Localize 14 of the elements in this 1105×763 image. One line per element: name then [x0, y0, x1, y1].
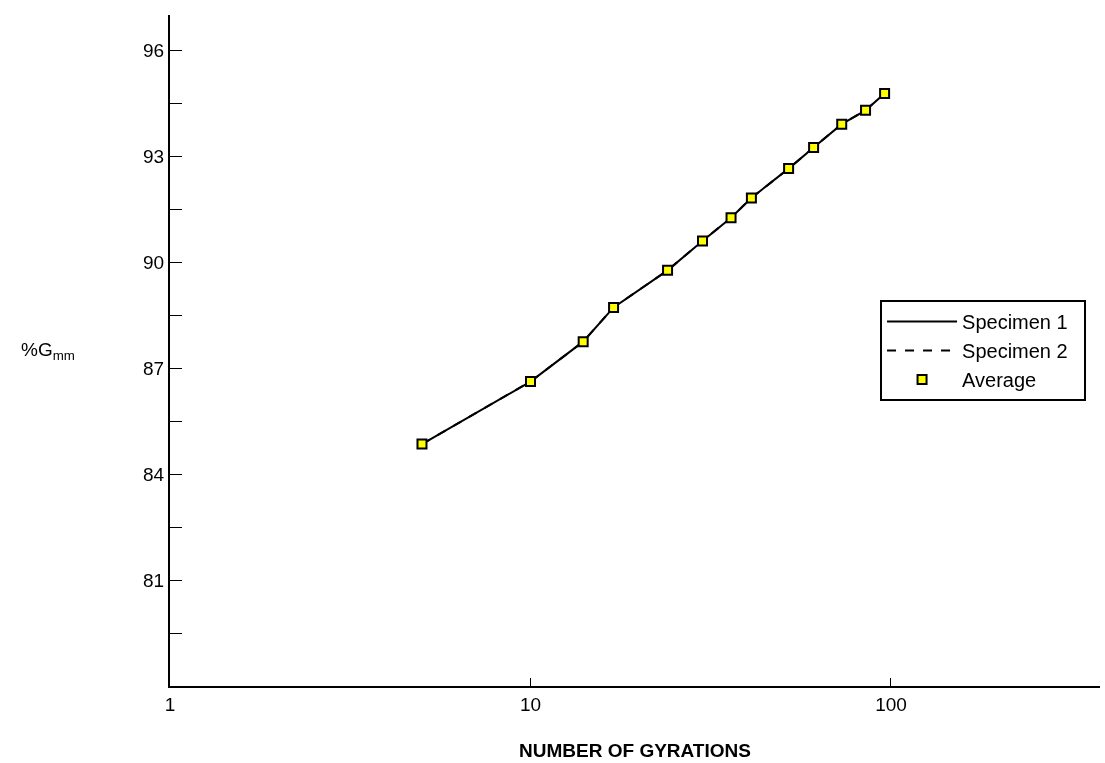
x-tick-label: 100 — [875, 693, 907, 715]
x-tick-label: 10 — [519, 693, 542, 715]
y-axis-title: %G$_{mm}$ — [21, 339, 75, 363]
legend-label: Average — [962, 369, 1048, 392]
y-tick-label: 90 — [143, 251, 165, 273]
x-axis-title: NUMBER OF GYRATIONS — [519, 740, 751, 762]
y-tick-label: 93 — [143, 145, 165, 167]
y-tick-label: 87 — [143, 357, 165, 379]
y-tick-label: 96 — [143, 39, 165, 61]
y-tick-label: 84 — [143, 463, 165, 485]
x-tick-label: 1 — [164, 693, 176, 715]
legend-label: Specimen 1 — [962, 311, 1079, 334]
y-tick-label: 81 — [143, 569, 165, 591]
legend-label: Specimen 2 — [962, 340, 1079, 363]
